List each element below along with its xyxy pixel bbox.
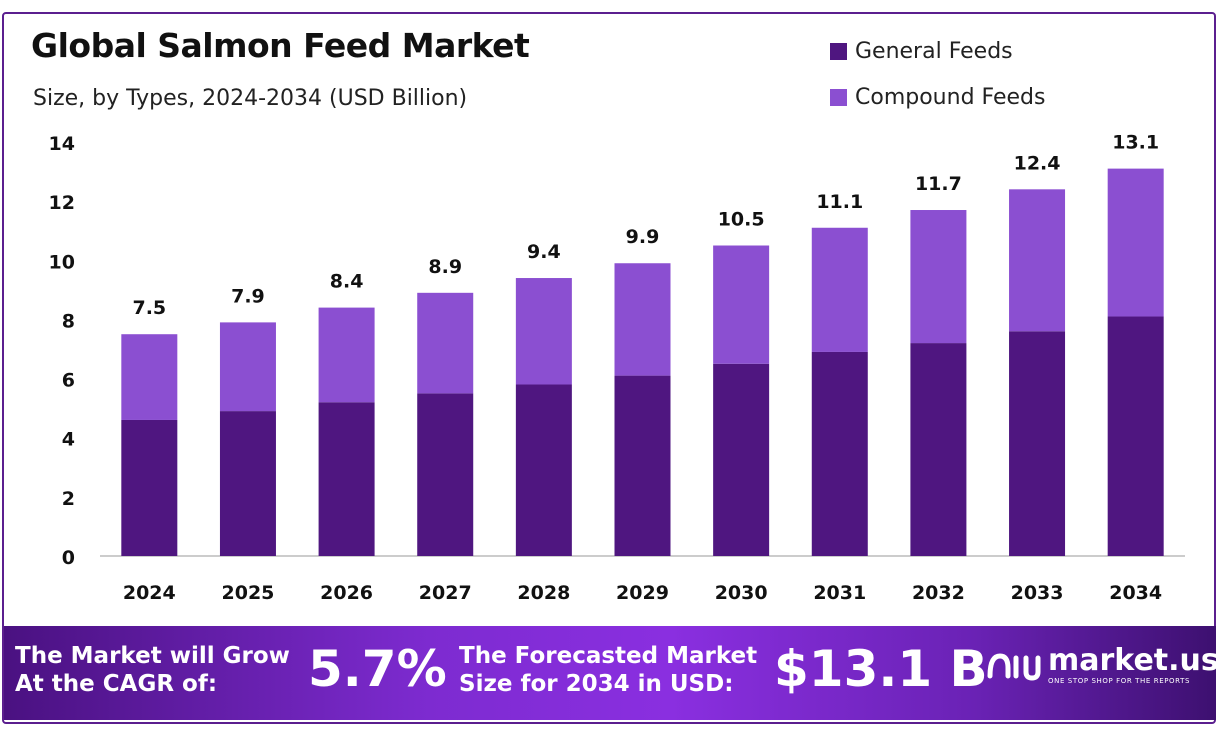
y-tick-label: 6 bbox=[62, 370, 75, 392]
data-label-2034: 13.1 bbox=[1112, 132, 1159, 154]
x-tick-label-2025: 2025 bbox=[222, 582, 275, 604]
legend-label-general-feeds: General Feeds bbox=[855, 38, 1013, 64]
bar-compound-feeds-2032 bbox=[910, 210, 967, 344]
logo-name: market.us bbox=[1048, 643, 1219, 678]
bar-general-feeds-2030 bbox=[713, 363, 770, 556]
data-label-2031: 11.1 bbox=[816, 191, 863, 213]
bar-general-feeds-2031 bbox=[811, 351, 868, 556]
forecast-value: $13.1 B bbox=[774, 640, 988, 698]
cagr-label-line1: The Market will Grow bbox=[15, 643, 290, 669]
x-tick-label-2029: 2029 bbox=[616, 582, 669, 604]
bar-general-feeds-2033 bbox=[1009, 331, 1066, 556]
legend-item-compound-feeds: Compound Feeds bbox=[830, 82, 1045, 112]
data-label-2024: 7.5 bbox=[132, 297, 166, 319]
y-tick-label: 8 bbox=[62, 310, 75, 332]
forecast-label-line2: Size for 2034 in USD: bbox=[459, 671, 734, 697]
bar-chart: 0 2 4 6 8 10 12 14 7.5 2024 7.9 2025 8.4 2026 8.9 2027 9… bbox=[49, 132, 1185, 604]
bar-general-feeds-2032 bbox=[910, 343, 967, 556]
data-label-2026: 8.4 bbox=[330, 271, 364, 293]
forecast-label-line1: The Forecasted Market bbox=[459, 643, 758, 669]
bar-compound-feeds-2030 bbox=[713, 245, 770, 364]
y-tick-label: 12 bbox=[49, 192, 75, 214]
bar-general-feeds-2026 bbox=[318, 402, 375, 556]
x-tick-label-2026: 2026 bbox=[320, 582, 373, 604]
x-tick-label-2031: 2031 bbox=[813, 582, 866, 604]
y-tick-label: 14 bbox=[49, 133, 75, 155]
bar-compound-feeds-2027 bbox=[417, 292, 474, 394]
data-label-2028: 9.4 bbox=[527, 241, 561, 263]
bar-general-feeds-2034 bbox=[1107, 316, 1164, 556]
legend-swatch-compound-feeds bbox=[830, 88, 847, 106]
bar-compound-feeds-2031 bbox=[811, 227, 868, 352]
bar-compound-feeds-2026 bbox=[318, 307, 375, 403]
chart-subtitle: Size, by Types, 2024-2034 (USD Billion) bbox=[33, 86, 468, 111]
legend-item-general-feeds: General Feeds bbox=[830, 36, 1045, 66]
x-tick-label-2030: 2030 bbox=[715, 582, 768, 604]
x-tick-label-2034: 2034 bbox=[1109, 582, 1162, 604]
bar-compound-feeds-2033 bbox=[1009, 189, 1066, 332]
bar-compound-feeds-2024 bbox=[121, 334, 178, 420]
forecast-label: The Forecasted Market Size for 2034 in U… bbox=[459, 642, 757, 698]
y-tick-label: 4 bbox=[62, 429, 75, 451]
legend-swatch-general-feeds bbox=[830, 42, 847, 60]
cagr-label: The Market will Grow At the CAGR of: bbox=[15, 642, 290, 698]
y-tick-label: 0 bbox=[62, 547, 75, 569]
x-tick-label-2024: 2024 bbox=[123, 582, 176, 604]
bar-general-feeds-2025 bbox=[219, 411, 276, 556]
cagr-label-line2: At the CAGR of: bbox=[15, 671, 218, 697]
bar-compound-feeds-2028 bbox=[515, 278, 572, 385]
data-label-2033: 12.4 bbox=[1014, 152, 1061, 174]
x-tick-label-2032: 2032 bbox=[912, 582, 965, 604]
cagr-value: 5.7% bbox=[308, 640, 447, 698]
data-label-2032: 11.7 bbox=[915, 173, 962, 195]
y-tick-label: 2 bbox=[62, 488, 75, 510]
chart-title: Global Salmon Feed Market bbox=[31, 26, 530, 65]
bar-compound-feeds-2029 bbox=[614, 263, 671, 376]
data-label-2027: 8.9 bbox=[428, 256, 462, 278]
x-tick-label-2033: 2033 bbox=[1011, 582, 1064, 604]
y-tick-label: 10 bbox=[49, 251, 75, 273]
data-label-2025: 7.9 bbox=[231, 285, 265, 307]
x-tick-label-2027: 2027 bbox=[419, 582, 472, 604]
bar-general-feeds-2028 bbox=[515, 384, 572, 556]
bar-general-feeds-2024 bbox=[121, 419, 178, 556]
legend-label-compound-feeds: Compound Feeds bbox=[855, 84, 1046, 110]
legend: General Feeds Compound Feeds bbox=[830, 36, 1045, 128]
bar-general-feeds-2029 bbox=[614, 375, 671, 556]
logo-tagline: ONE STOP SHOP FOR THE REPORTS bbox=[1048, 677, 1191, 685]
market-us-logo-icon bbox=[987, 653, 1041, 681]
x-tick-label-2028: 2028 bbox=[517, 582, 570, 604]
summary-banner: The Market will Grow At the CAGR of: 5.7… bbox=[4, 626, 1219, 720]
data-label-2030: 10.5 bbox=[718, 209, 765, 231]
bar-compound-feeds-2025 bbox=[219, 322, 276, 412]
bar-general-feeds-2027 bbox=[417, 393, 474, 556]
bar-compound-feeds-2034 bbox=[1107, 168, 1164, 317]
data-label-2029: 9.9 bbox=[626, 226, 660, 248]
market-us-logo: market.us ONE STOP SHOP FOR THE REPORTS bbox=[986, 646, 1219, 686]
